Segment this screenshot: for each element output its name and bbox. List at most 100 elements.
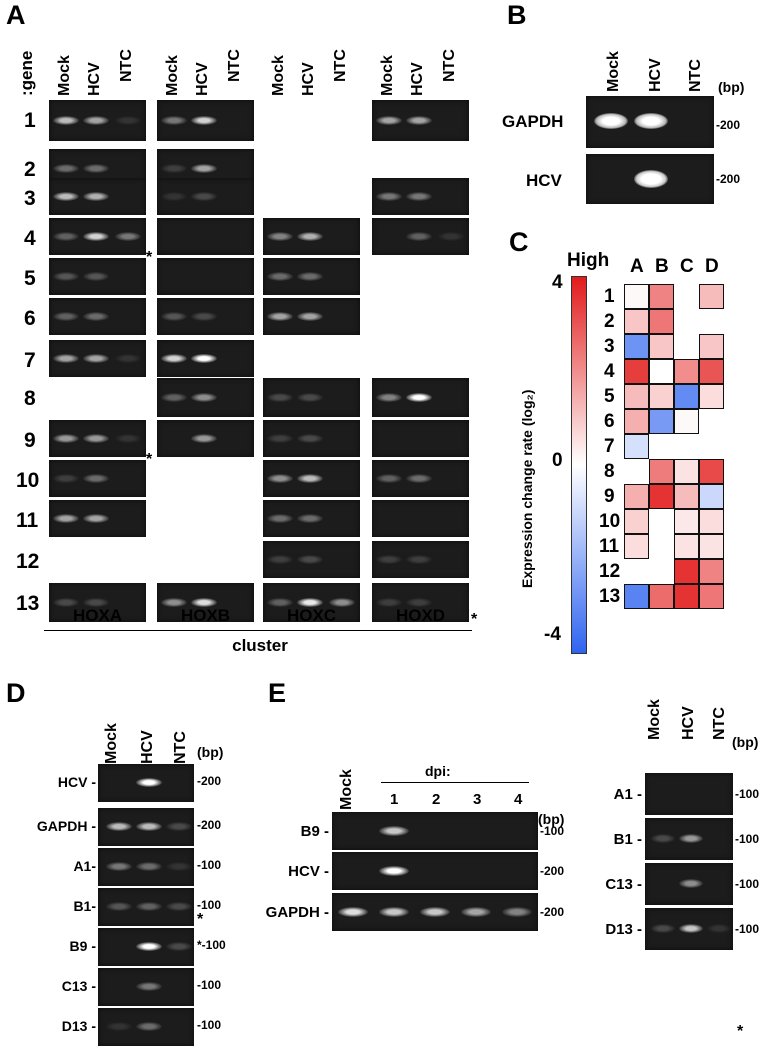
gel-hoxd-8: [372, 378, 469, 417]
gel-hoxd-4: [372, 218, 469, 255]
d-marker-4: *-100: [197, 938, 226, 952]
band: [191, 116, 217, 125]
band: [115, 354, 141, 363]
heatmap-cell-A13: [624, 584, 649, 609]
d-row-label-1: GAPDH -: [36, 818, 96, 834]
heatmap-row-9: 9: [604, 486, 615, 507]
band: [53, 514, 79, 523]
gel-e2-1: [645, 818, 733, 860]
asterisk-a-hoxa4: *: [146, 249, 153, 266]
band: [634, 170, 668, 188]
gel-hoxa-13: [49, 583, 146, 622]
gel-hoxc-10: [263, 460, 360, 497]
band: [83, 312, 109, 321]
heatmap-cell-B5: [649, 384, 674, 409]
gel-e2-3: [645, 908, 733, 950]
band: [115, 434, 141, 443]
dpi-bracket-line: [381, 782, 529, 783]
e-marker-2: -200: [540, 905, 565, 919]
band: [267, 272, 293, 281]
e2-marker-2: -100: [735, 877, 760, 891]
band: [267, 393, 293, 402]
band: [53, 192, 79, 201]
heatmap-cell-A1: [624, 284, 649, 309]
band: [679, 924, 703, 933]
scale-tick-low: -4: [544, 624, 561, 645]
band: [161, 312, 187, 321]
band: [267, 232, 293, 241]
band: [53, 272, 79, 281]
band: [161, 354, 187, 363]
band: [136, 1022, 162, 1031]
band: [115, 116, 141, 125]
scale-tick-high: 4: [552, 272, 563, 293]
gel-hoxd-11: [372, 500, 469, 537]
heatmap-cell-D13: [699, 584, 724, 609]
band: [166, 862, 192, 871]
heatmap-cell-B4: [649, 359, 674, 384]
band: [376, 474, 402, 483]
heatmap-cell-D11: [699, 534, 724, 559]
b-row-label-gapdh: GAPDH: [502, 112, 564, 131]
heatmap-cell-B13: [649, 584, 674, 609]
gene-row-label-11: 11: [16, 509, 39, 532]
gene-row-label-10: 10: [16, 469, 40, 492]
d-lane-ntc: NTC: [172, 731, 189, 764]
gel-b-hcv: [586, 154, 714, 204]
e2-marker-0: -100: [735, 787, 760, 801]
band: [297, 272, 323, 281]
band: [166, 902, 192, 911]
band: [115, 232, 141, 241]
d-marker-3: -100: [197, 898, 222, 912]
a-lane-hcv-hoxa: HCV: [86, 62, 103, 96]
cluster-label-hoxa: HOXA: [72, 606, 123, 625]
gel-hoxb-9: [157, 420, 254, 457]
e-dpi-4: 4: [514, 791, 523, 808]
d-marker-2: -100: [197, 858, 222, 872]
e2-marker-3: -100: [735, 922, 760, 936]
heatmap-row-11: 11: [599, 536, 620, 557]
gel-hoxb-5: [157, 258, 254, 295]
a-lane-mock-hoxc: Mock: [270, 55, 287, 96]
gene-row-label-4: 4: [24, 227, 36, 250]
gel-hoxb-13: [157, 583, 254, 622]
band: [83, 514, 109, 523]
heatmap-cell-D8: [699, 459, 724, 484]
gene-row-label-7: 7: [24, 349, 36, 372]
e-row-label-2: GAPDH -: [265, 904, 329, 921]
e-row-label-0: B9 -: [300, 823, 329, 840]
band: [191, 192, 217, 201]
band: [191, 598, 217, 607]
band: [406, 474, 432, 483]
band: [379, 826, 409, 836]
band: [83, 474, 109, 483]
heatmap-cell-A4: [624, 359, 649, 384]
gel-hoxa-1: [49, 100, 146, 141]
e2-row-label-3: D13 -: [605, 921, 642, 938]
band: [83, 192, 109, 201]
band: [161, 116, 187, 125]
gel-hoxa-5: [49, 258, 146, 295]
heatmap-row-1: 1: [604, 286, 615, 307]
band: [376, 393, 402, 402]
b-lane-mock: Mock: [605, 51, 622, 92]
band: [329, 598, 355, 607]
e-dpi-label: dpi:: [425, 763, 451, 779]
band: [594, 113, 628, 129]
a-lane-ntc-hoxa: NTC: [118, 49, 135, 82]
a-lane-hcv-hoxb: HCV: [194, 62, 211, 96]
panel-label-b: B: [507, 0, 527, 30]
e-lane-mock: Mock: [338, 769, 355, 810]
band: [53, 434, 79, 443]
band: [379, 907, 409, 917]
band: [53, 354, 79, 363]
heatmap-cell-D10: [699, 509, 724, 534]
a-lane-mock-hoxa: Mock: [56, 55, 73, 96]
gel-hoxb-4: [157, 218, 254, 255]
band: [461, 907, 491, 917]
band: [161, 393, 187, 402]
cluster-axis-label: cluster: [232, 636, 288, 655]
band: [376, 555, 402, 564]
gel-hoxb-8: [157, 378, 254, 417]
gel-b-gapdh: [586, 96, 714, 148]
